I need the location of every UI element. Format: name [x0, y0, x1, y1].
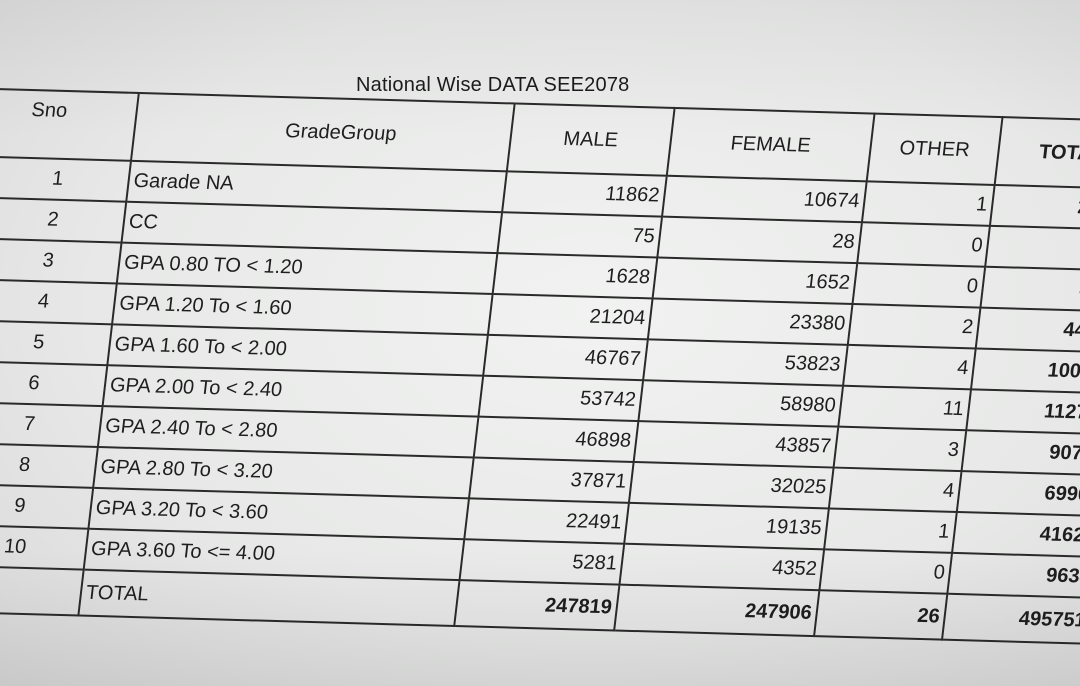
- cell-male: 22491: [464, 498, 629, 544]
- cell-other: 2: [847, 303, 981, 349]
- cell-sno: 2: [0, 197, 127, 243]
- cell-female: 1652: [652, 257, 858, 304]
- cell-sno: 10: [0, 524, 89, 570]
- cell-male: 46767: [483, 334, 648, 381]
- header-male: MALE: [506, 103, 675, 176]
- cell-other: 11: [838, 385, 971, 431]
- document-title: National Wise DATA SEE2078: [356, 74, 630, 96]
- cell-total: 22537: [989, 184, 1080, 230]
- cell-total: 103: [985, 225, 1080, 271]
- data-table-container: Sno GradeGroup MALE FEMALE OTHER TOTAL F…: [0, 88, 1080, 658]
- cell-male: 11862: [502, 171, 667, 217]
- cell-other: 4: [843, 344, 976, 390]
- cell-male: 46898: [473, 416, 639, 462]
- cell-male: 5281: [459, 539, 625, 585]
- cell-other: 0: [857, 222, 990, 267]
- totals-other: 26: [814, 590, 948, 640]
- cell-male: 53742: [478, 375, 644, 422]
- grade-data-table: Sno GradeGroup MALE FEMALE OTHER TOTAL F…: [0, 88, 1080, 648]
- cell-other: 0: [819, 549, 953, 594]
- cell-sno: 9: [0, 483, 94, 529]
- cell-other: 0: [852, 263, 986, 308]
- cell-total: 41627: [952, 511, 1080, 557]
- cell-sno: 6: [0, 361, 108, 407]
- cell-total: 3280: [980, 266, 1080, 312]
- cell-sno: [0, 565, 84, 616]
- cell-male: 37871: [468, 457, 634, 503]
- cell-female: 19135: [624, 502, 829, 550]
- cell-female: 43857: [633, 421, 839, 468]
- totals-total: 495751: [942, 593, 1080, 644]
- cell-female: 53823: [643, 339, 848, 386]
- cell-other: 3: [833, 426, 967, 472]
- cell-female: 32025: [628, 461, 834, 509]
- cell-male: 1628: [492, 253, 658, 299]
- header-total: TOTAL: [994, 117, 1080, 189]
- totals-female: 247906: [614, 584, 820, 637]
- header-sno: Sno: [0, 89, 139, 161]
- cell-sno: 5: [0, 320, 113, 366]
- cell-sno: 8: [0, 443, 98, 488]
- cell-other: 1: [824, 508, 957, 553]
- header-other: OTHER: [866, 113, 1003, 185]
- cell-other: 4: [828, 467, 962, 512]
- cell-other: 1: [861, 181, 995, 226]
- cell-sno: 7: [0, 402, 103, 447]
- cell-female: 23380: [647, 298, 853, 345]
- header-grade-group: GradeGroup: [130, 92, 515, 172]
- cell-total: 100594: [970, 348, 1080, 394]
- cell-male: 75: [497, 212, 663, 258]
- cell-total: 69900: [956, 471, 1080, 517]
- cell-female: 10674: [662, 175, 867, 223]
- cell-male: 21204: [487, 293, 653, 340]
- cell-sno: 1: [0, 156, 131, 202]
- totals-label: TOTAL: [78, 569, 460, 627]
- cell-sno: 4: [0, 279, 117, 325]
- cell-total: 9633: [947, 552, 1080, 598]
- cell-female: 4352: [619, 543, 825, 591]
- cell-female: 28: [657, 216, 862, 264]
- cell-female: 58980: [638, 380, 844, 427]
- cell-total: 112733: [966, 389, 1080, 435]
- totals-male: 247819: [454, 580, 620, 631]
- header-female: FEMALE: [666, 107, 875, 182]
- cell-sno: 3: [0, 238, 122, 284]
- cell-total: 44586: [975, 307, 1080, 353]
- cell-total: 90758: [961, 430, 1080, 476]
